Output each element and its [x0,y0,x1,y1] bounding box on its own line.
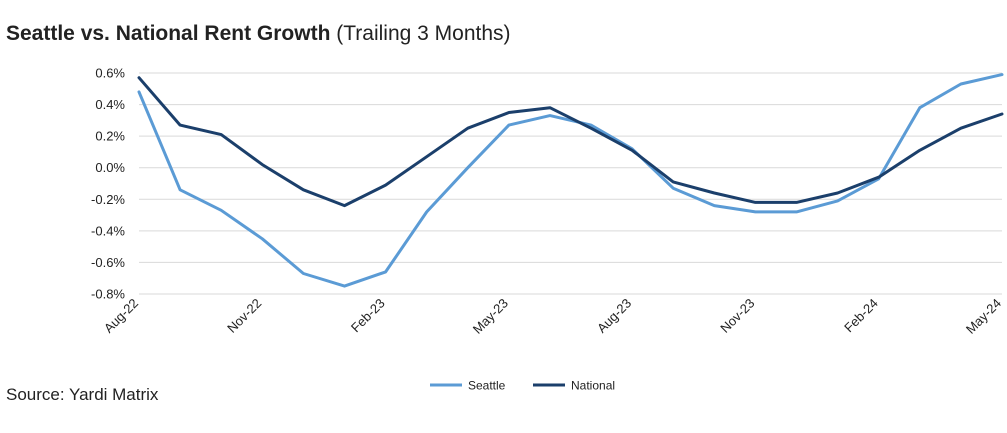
x-tick-label: Aug-23 [594,296,634,336]
x-tick-label: Nov-23 [717,296,757,336]
series-line-seattle [137,73,1004,288]
x-tick-label: Feb-23 [348,296,388,336]
y-axis-tick-labels: 0.6% 0.4% 0.2% 0.0% -0.2% -0.4% -0.6% -0.8% [91,66,125,302]
chart-subtitle: (Trailing 3 Months) [336,22,511,45]
legend: Seattle National [430,379,615,393]
y-tick-label: 0.6% [95,66,125,81]
source-note: Source: Yardi Matrix [6,385,159,404]
y-tick-label: 0.4% [95,97,125,112]
legend-label-seattle: Seattle [468,379,506,393]
x-tick-label: May-23 [470,296,511,337]
legend-label-national: National [571,379,615,393]
y-tick-label: 0.2% [95,129,125,144]
chart-title-main: Seattle vs. National Rent Growth [6,22,331,45]
y-tick-label: -0.6% [91,255,125,270]
y-tick-label: 0.0% [95,160,125,175]
series-lines [137,73,1004,288]
x-tick-label: May-24 [963,296,1004,337]
grid-lines [139,72,1002,295]
y-tick-label: -0.2% [91,192,125,207]
x-tick-label: Aug-22 [101,296,141,336]
x-tick-label: Nov-22 [224,296,264,336]
chart-title: Seattle vs. National Rent Growth (Traili… [6,22,511,46]
y-tick-label: -0.4% [91,223,125,238]
x-axis-tick-labels: Aug-22 Nov-22 Feb-23 May-23 Aug-23 Nov-23 Feb-… [101,296,1004,337]
x-tick-label: Feb-24 [841,296,881,336]
y-tick-label: -0.8% [91,287,125,302]
series-line-national [137,76,1004,208]
